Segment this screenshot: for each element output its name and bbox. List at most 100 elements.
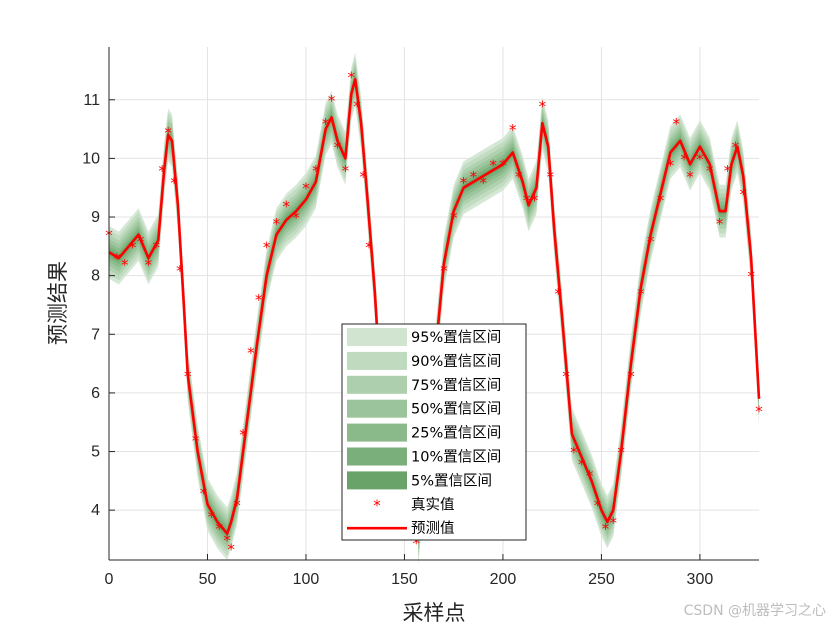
true-value-point: * xyxy=(283,197,291,215)
true-value-point: * xyxy=(546,168,554,186)
true-value-point: * xyxy=(113,250,121,268)
true-value-point: * xyxy=(247,344,255,362)
prediction-line-seg-0 xyxy=(108,77,381,535)
legend: 95%置信区间 90%置信区间 75%置信区间 50%置信区间 25%置信区间 10%置信… xyxy=(341,323,527,541)
x-tick-label: 300 xyxy=(687,571,714,588)
legend-label: 75%置信区间 xyxy=(411,377,501,394)
legend-swatch-band-6 xyxy=(347,471,407,490)
true-value-point: * xyxy=(680,150,688,168)
legend-label: 真实值 xyxy=(411,495,455,513)
x-tick-label: 250 xyxy=(588,571,615,588)
prediction-lines xyxy=(108,77,761,540)
true-value-point: * xyxy=(647,232,655,250)
true-value-point: * xyxy=(365,238,373,256)
true-value-point: * xyxy=(594,496,602,514)
true-value-point: * xyxy=(499,156,507,174)
true-value-point: * xyxy=(164,124,172,142)
true-value-point: * xyxy=(617,444,625,462)
true-value-point: * xyxy=(353,98,361,116)
true-value-point: * xyxy=(489,156,497,174)
legend-marker-star: * xyxy=(373,496,381,514)
true-value-point: * xyxy=(153,238,161,256)
y-tick-label: 5 xyxy=(91,444,100,461)
true-value-point: * xyxy=(747,268,755,286)
legend-label: 25%置信区间 xyxy=(411,425,501,442)
true-value-point: * xyxy=(470,168,478,186)
prediction-line-seg-1 xyxy=(416,121,761,540)
true-value-point: * xyxy=(732,139,740,157)
true-value-point: * xyxy=(312,162,320,180)
y-tick-label: 8 xyxy=(91,268,100,285)
true-value-point: * xyxy=(334,139,342,157)
true-value-point: * xyxy=(515,168,523,186)
true-value-point: * xyxy=(724,162,732,180)
true-value-point: * xyxy=(158,162,166,180)
confidence-band-3-seg-1 xyxy=(418,109,759,553)
legend-swatch-band-3 xyxy=(347,399,407,418)
true-value-point: * xyxy=(667,156,675,174)
watermark: CSDN @机器学习之心 xyxy=(683,603,826,619)
true-value-point: * xyxy=(170,174,178,192)
true-value-point: * xyxy=(121,256,129,274)
true-value-point: * xyxy=(686,168,694,186)
legend-swatch-band-1 xyxy=(347,351,407,370)
true-value-point: * xyxy=(233,496,241,514)
axis-ticks: 0 50 100 150 200 250 300 4 5 6 7 8 9 10 11 xyxy=(82,92,713,588)
true-value-point: * xyxy=(263,238,271,256)
true-value-point: * xyxy=(227,540,235,558)
true-value-point: * xyxy=(292,209,300,227)
true-value-point: * xyxy=(657,191,665,209)
true-value-point: * xyxy=(609,514,617,532)
true-value-point: * xyxy=(602,520,610,538)
y-axis-label: 预测结果 xyxy=(46,261,70,345)
true-value-point: * xyxy=(184,367,192,385)
x-tick-label: 50 xyxy=(199,571,217,588)
true-value-point: * xyxy=(440,262,448,280)
true-value-point: * xyxy=(342,162,350,180)
true-value-point: * xyxy=(706,162,714,180)
true-value-point: * xyxy=(509,121,517,139)
true-value-point: * xyxy=(216,520,224,538)
true-value-point: * xyxy=(627,367,635,385)
legend-label: 预测值 xyxy=(411,520,455,537)
x-tick-label: 150 xyxy=(391,571,418,588)
y-tick-label: 10 xyxy=(82,150,100,167)
true-value-point: * xyxy=(413,534,421,552)
true-value-point: * xyxy=(673,115,681,133)
y-tick-label: 4 xyxy=(91,502,100,519)
true-value-point: * xyxy=(570,444,578,462)
true-value-point: * xyxy=(460,174,468,192)
legend-swatch-band-5 xyxy=(347,447,407,466)
x-tick-label: 100 xyxy=(293,571,320,588)
true-value-point: * xyxy=(479,174,487,192)
true-value-point: * xyxy=(554,285,562,303)
legend-label: 95%置信区间 xyxy=(411,329,501,346)
true-value-point: * xyxy=(348,68,356,86)
legend-swatch-band-4 xyxy=(347,423,407,442)
true-value-point: * xyxy=(137,232,145,250)
true-value-point: * xyxy=(523,191,531,209)
true-value-point: * xyxy=(562,367,570,385)
true-value-point: * xyxy=(739,186,747,204)
y-tick-label: 11 xyxy=(83,92,100,109)
y-tick-label: 9 xyxy=(91,209,100,226)
true-value-point: * xyxy=(145,256,153,274)
y-tick-label: 6 xyxy=(91,385,100,402)
true-value-point: * xyxy=(223,531,231,549)
true-value-point: * xyxy=(192,432,200,450)
legend-swatch-band-2 xyxy=(347,375,407,394)
true-value-point: * xyxy=(755,402,763,420)
true-value-point: * xyxy=(586,467,594,485)
true-value-point: * xyxy=(531,191,539,209)
x-tick-label: 0 xyxy=(105,571,114,588)
true-value-point: * xyxy=(302,180,310,198)
true-value-point: * xyxy=(359,168,367,186)
true-value-point: * xyxy=(450,209,458,227)
true-value-point: * xyxy=(239,426,247,444)
true-value-point: * xyxy=(322,115,330,133)
legend-label: 10%置信区间 xyxy=(411,449,501,466)
true-value-point: * xyxy=(716,215,724,233)
true-value-point: * xyxy=(696,150,704,168)
true-value-point: * xyxy=(208,508,216,526)
true-value-point: * xyxy=(273,215,281,233)
